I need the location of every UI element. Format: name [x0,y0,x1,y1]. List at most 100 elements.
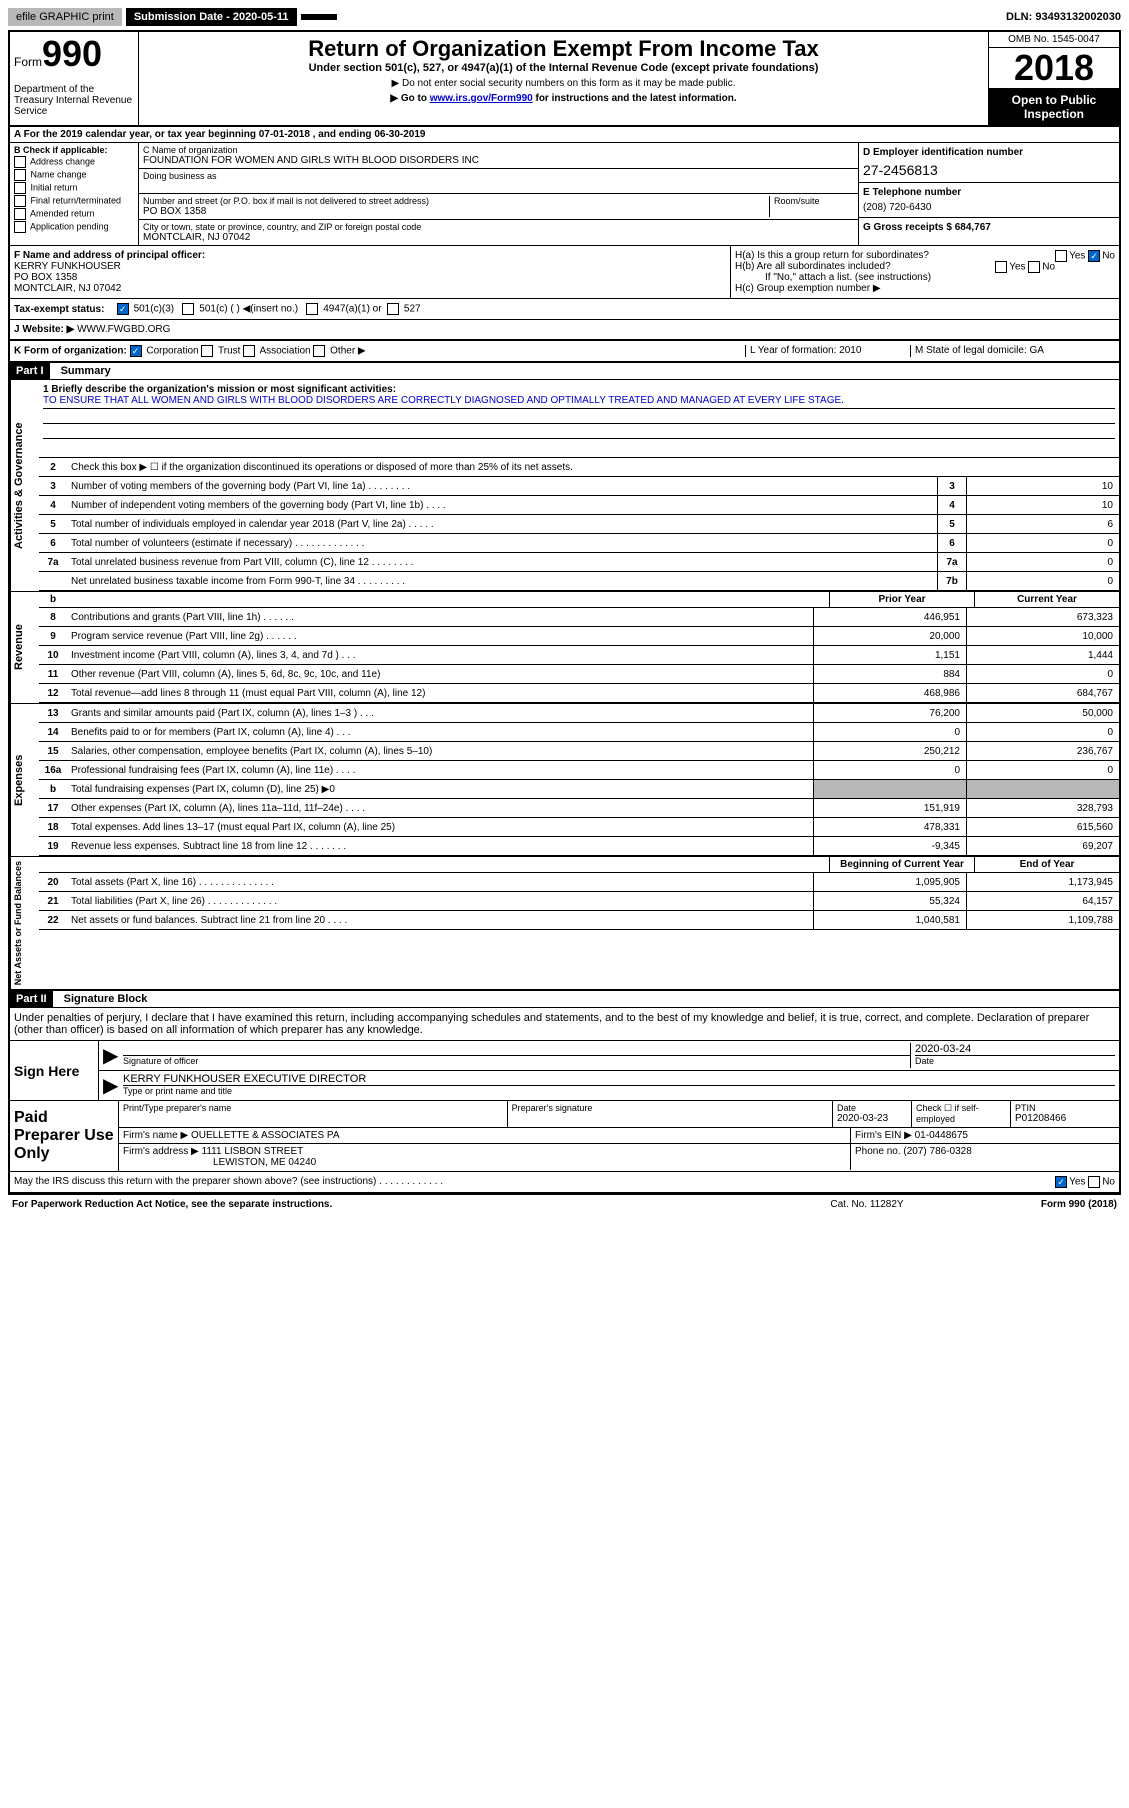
line-desc: Number of voting members of the governin… [67,479,937,494]
ptin-label: PTIN [1015,1103,1115,1113]
form-number: 990 [42,33,102,74]
cb-amended[interactable]: Amended return [14,208,134,220]
line-3: 3 Number of voting members of the govern… [39,477,1119,496]
ha-label: H(a) Is this a group return for subordin… [735,250,929,261]
form-subtitle: Under section 501(c), 527, or 4947(a)(1)… [143,62,984,74]
line-6: 6 Total number of volunteers (estimate i… [39,534,1119,553]
officer-print-name: KERRY FUNKHOUSER EXECUTIVE DIRECTOR [123,1073,1115,1085]
addr-row: Number and street (or P.O. box if mail i… [139,194,858,220]
prior-val: 1,151 [813,646,966,664]
cb-501c3[interactable]: ✓ [117,303,129,315]
line-2: 2 Check this box ▶ ☐ if the organization… [39,458,1119,477]
line-19: 19 Revenue less expenses. Subtract line … [39,837,1119,856]
prep-date-label: Date [837,1103,907,1113]
firm-name: OUELLETTE & ASSOCIATES PA [191,1130,340,1141]
line-num: 18 [39,820,67,835]
discuss-yes[interactable]: ✓ [1055,1176,1067,1188]
curr-val: 615,560 [966,818,1119,836]
cb-4947[interactable] [306,303,318,315]
hb-yes[interactable] [995,261,1007,273]
line-desc: Other expenses (Part IX, column (A), lin… [67,801,813,816]
line-num: 10 [39,648,67,663]
line-7a: 7a Total unrelated business revenue from… [39,553,1119,572]
cb-name-change[interactable]: Name change [14,169,134,181]
firm-name-label: Firm's name ▶ [123,1130,188,1141]
discuss-no[interactable] [1088,1176,1100,1188]
line-val: 0 [966,553,1119,571]
header-left: Form990 Department of the Treasury Inter… [10,32,139,125]
line-val: 10 [966,496,1119,514]
curr-val: 684,767 [966,684,1119,702]
activities-section: Activities & Governance 1 Briefly descri… [10,380,1119,591]
line-box: 3 [937,477,966,495]
blank-button [301,14,337,20]
part2-title: Signature Block [56,993,148,1005]
line-val: 0 [966,572,1119,590]
cb-trust[interactable] [201,345,213,357]
room-label: Room/suite [774,196,854,206]
prior-val: 1,095,905 [813,873,966,891]
line-num: 12 [39,686,67,701]
prep-date: 2020-03-23 [837,1113,907,1124]
prior-val: 0 [813,761,966,779]
prior-val: 250,212 [813,742,966,760]
line-num: 21 [39,894,67,909]
part2-badge: Part II [10,991,53,1007]
curr-val: 1,444 [966,646,1119,664]
ha-no[interactable]: ✓ [1088,250,1100,262]
row-a: A For the 2019 calendar year, or tax yea… [10,127,1119,143]
section-fh: F Name and address of principal officer:… [10,246,1119,299]
line-desc: Grants and similar amounts paid (Part IX… [67,706,813,721]
sign-here-row: Sign Here ▶ Signature of officer 2020-03… [10,1040,1119,1100]
prior-val: -9,345 [813,837,966,855]
preparer-label: Paid Preparer Use Only [10,1101,118,1171]
begin-year-header: Beginning of Current Year [829,857,974,872]
form-label: Form [14,55,42,69]
line-desc: Revenue less expenses. Subtract line 18 … [67,839,813,854]
line-13: 13 Grants and similar amounts paid (Part… [39,704,1119,723]
discuss-text: May the IRS discuss this return with the… [14,1176,1055,1188]
line-desc: Investment income (Part VIII, column (A)… [67,648,813,663]
line-7b: Net unrelated business taxable income fr… [39,572,1119,591]
line-num: 7a [39,555,67,570]
cb-527[interactable] [387,303,399,315]
gross-receipts: G Gross receipts $ 684,767 [863,222,991,233]
phone-label: E Telephone number [863,187,961,198]
cb-assoc[interactable] [243,345,255,357]
submission-date: Submission Date - 2020-05-11 [126,8,297,26]
cb-other[interactable] [313,345,325,357]
cb-initial-return[interactable]: Initial return [14,182,134,194]
curr-val: 50,000 [966,704,1119,722]
line-num [39,579,67,583]
part1-title: Summary [53,365,111,377]
form-header: Form990 Department of the Treasury Inter… [10,32,1119,127]
curr-val: 69,207 [966,837,1119,855]
prior-val: 884 [813,665,966,683]
section-deg: D Employer identification number 27-2456… [858,143,1119,245]
line-9: 9 Program service revenue (Part VIII, li… [39,627,1119,646]
cb-501c[interactable] [182,303,194,315]
ha-yes[interactable] [1055,250,1067,262]
sig-officer-label: Signature of officer [123,1055,910,1066]
line-num: 19 [39,839,67,854]
cb-address-change[interactable]: Address change [14,156,134,168]
cb-pending[interactable]: Application pending [14,221,134,233]
cb-final-return[interactable]: Final return/terminated [14,195,134,207]
irs-link[interactable]: www.irs.gov/Form990 [430,93,533,104]
prior-val: 76,200 [813,704,966,722]
note-link: ▶ Go to www.irs.gov/Form990 for instruct… [143,93,984,104]
curr-val: 10,000 [966,627,1119,645]
line-desc: Total expenses. Add lines 13–17 (must eq… [67,820,813,835]
phone-value: (208) 720-6430 [863,202,1115,213]
line-desc: Total assets (Part X, line 16) . . . . .… [67,875,813,890]
b-label: B Check if applicable: [14,145,108,155]
section-b: B Check if applicable: Address change Na… [10,143,139,245]
curr-val: 236,767 [966,742,1119,760]
efile-button[interactable]: efile GRAPHIC print [8,8,122,26]
cb-corp[interactable]: ✓ [130,345,142,357]
prep-sig-label: Preparer's signature [512,1103,828,1113]
hb-no[interactable] [1028,261,1040,273]
line-15: 15 Salaries, other compensation, employe… [39,742,1119,761]
mission-block: 1 Briefly describe the organization's mi… [39,380,1119,458]
line-num: 4 [39,498,67,513]
